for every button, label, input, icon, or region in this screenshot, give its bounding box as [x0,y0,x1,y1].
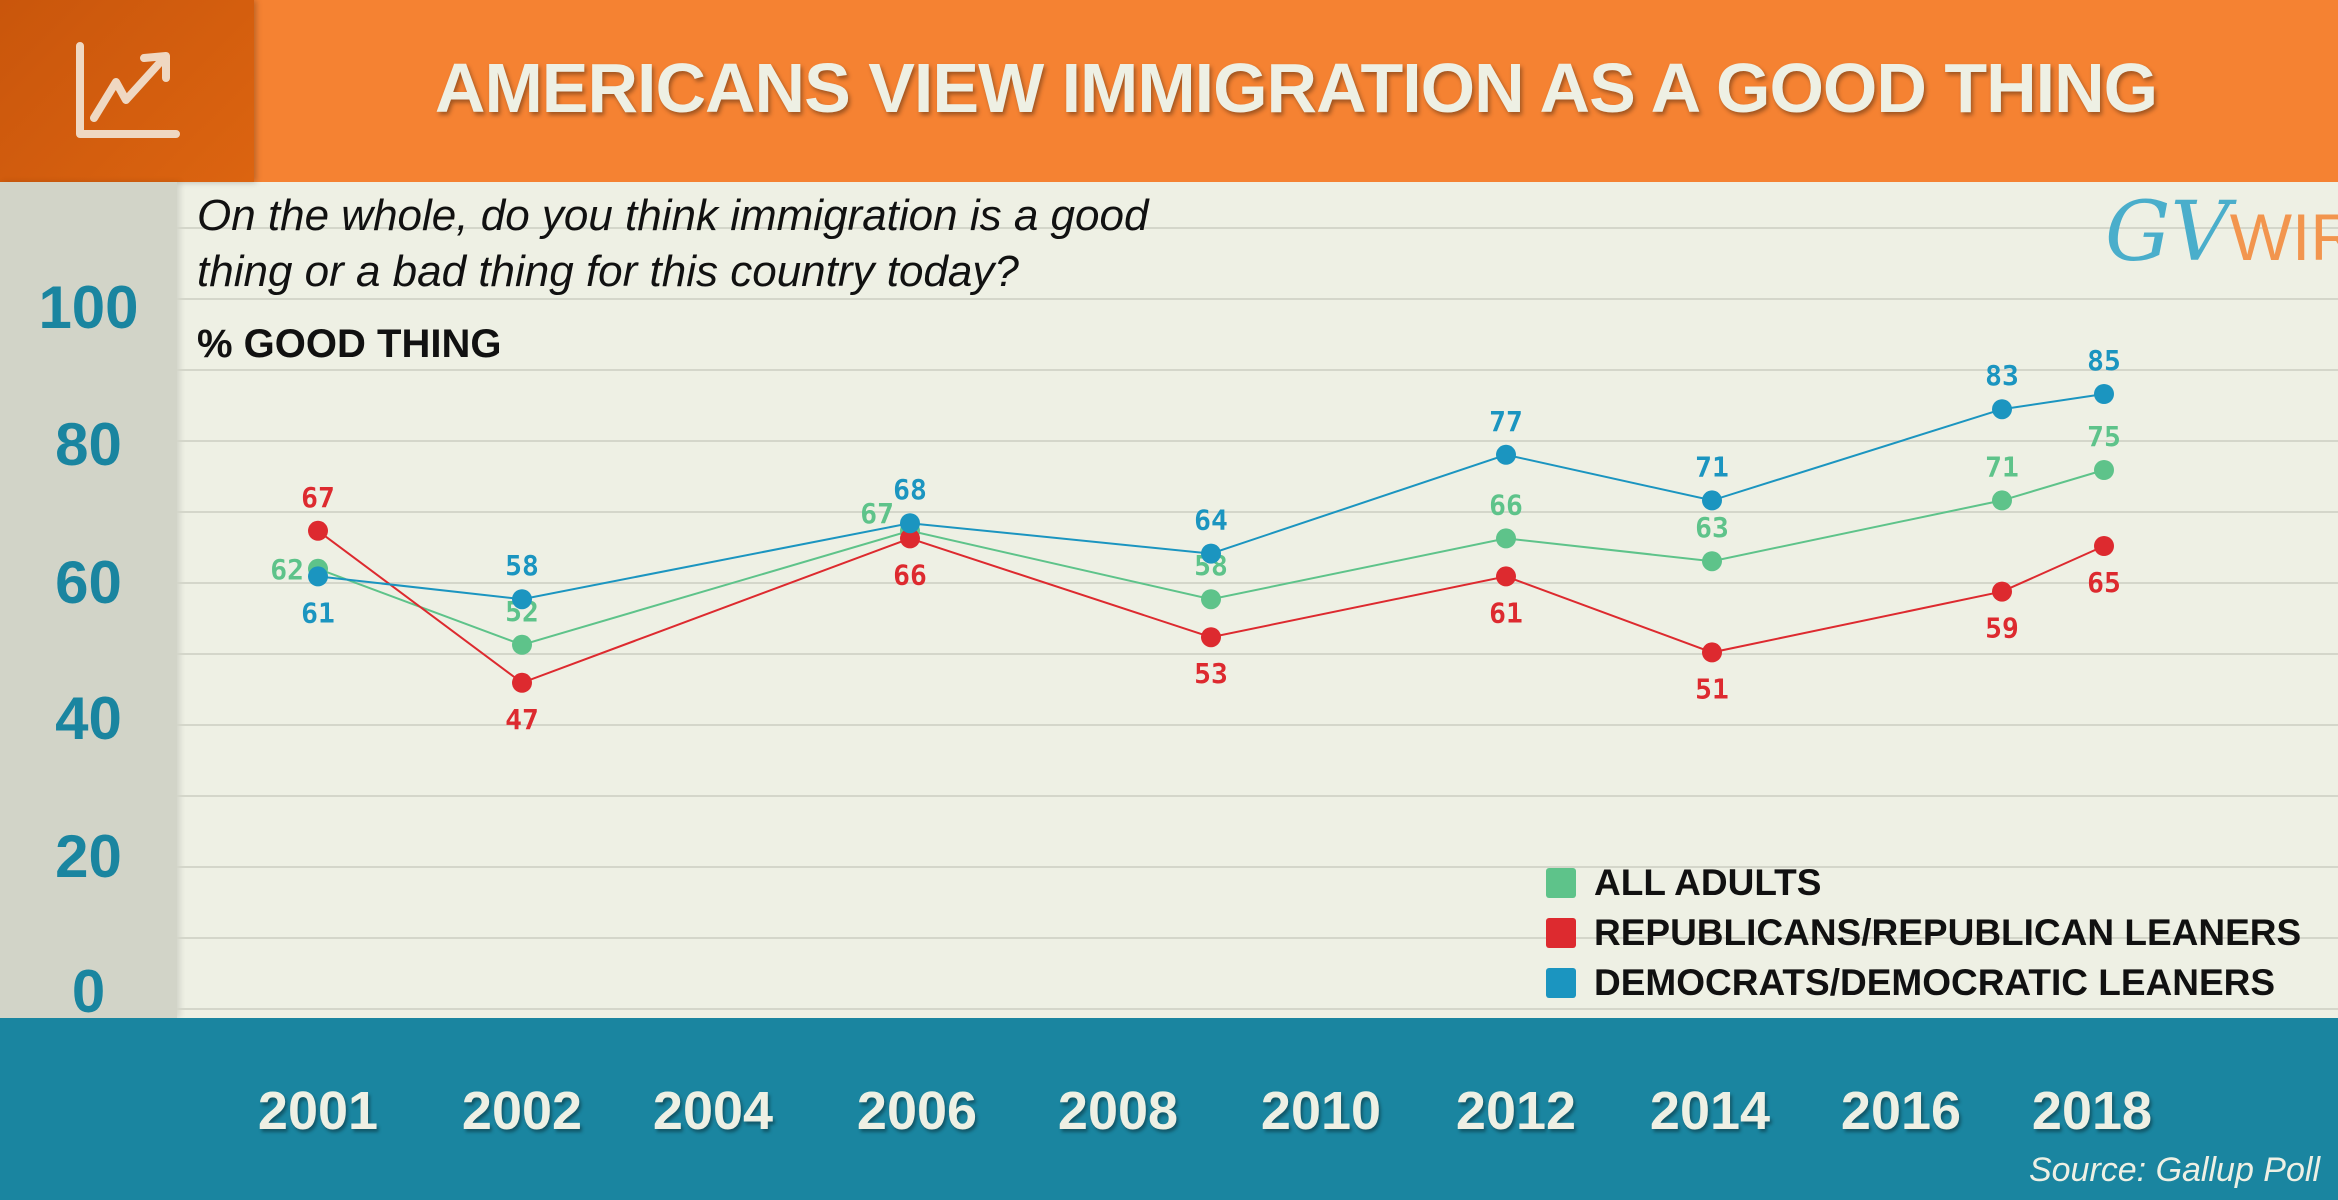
series-line [317,469,2105,646]
legend-item-republicans: REPUBLICANS/REPUBLICAN LEANERS [1546,908,2301,958]
x-tick-label: 2010 [1260,1081,1382,1141]
data-point [1496,444,1516,465]
data-point [900,528,920,549]
header-bar: AMERICANS VIEW IMMIGRATION AS A GOOD THI… [0,0,2338,182]
data-label: 61 [1489,596,1523,629]
data-point [1702,642,1722,663]
data-point [1201,543,1221,564]
data-point [1702,490,1722,511]
source-note: Source: Gallup Poll [2028,1151,2320,1189]
data-label: 51 [1695,672,1729,705]
data-label: 71 [1985,450,2019,483]
x-tick-label: 2012 [1455,1081,1577,1141]
x-tick-label: 2016 [1840,1081,1962,1141]
data-point [2094,536,2114,556]
series-line [317,529,2105,684]
x-tick-label: 2008 [1057,1081,1179,1141]
icon-box [0,0,254,182]
question-line-2: thing or a bad thing for this country to… [197,247,1019,296]
x-tick-label: 2004 [652,1081,774,1141]
data-label: 53 [1194,657,1228,690]
data-point [308,520,328,541]
x-tick-label: 2006 [856,1081,978,1141]
y-tick-label: 20 [55,823,122,890]
legend: ALL ADULTS REPUBLICANS/REPUBLICAN LEANER… [1546,858,2301,1008]
data-label: 63 [1695,511,1729,544]
x-tick-label: 2014 [1649,1081,1771,1141]
unit-label: % GOOD THING [197,322,502,366]
x-axis-band: 2001 2002 2004 2006 2008 2010 2012 2014 2016 2018… [0,1018,2338,1200]
data-label: 62 [270,553,304,586]
data-label: 59 [1985,612,2019,645]
data-label: 68 [893,473,927,506]
data-label: 67 [301,481,335,514]
data-point [1496,566,1516,587]
x-tick-label: 2001 [257,1081,379,1141]
gvwire-logo: GVWIRE [2105,185,2338,280]
data-label: 61 [301,596,335,629]
series-line [317,393,2105,601]
data-point [1702,551,1722,572]
data-point [2094,460,2114,480]
data-point [1992,581,2012,602]
data-point [1992,490,2012,511]
data-point [1201,589,1221,610]
data-label: 47 [505,703,539,736]
question-line-1: On the whole, do you think immigration i… [197,191,1149,240]
data-label: 64 [1194,504,1228,537]
legend-swatch [1546,968,1576,998]
data-point [1496,528,1516,549]
y-tick-label: 80 [55,411,122,478]
data-label: 75 [2087,420,2121,453]
chart-title: AMERICANS VIEW IMMIGRATION AS A GOOD THI… [434,49,2158,127]
x-tick-label: 2018 [2031,1081,2153,1141]
legend-swatch [1546,868,1576,898]
legend-item-democrats: DEMOCRATS/DEMOCRATIC LEANERS [1546,958,2301,1008]
x-tick-label: 2002 [461,1081,583,1141]
data-point [308,566,328,587]
data-point [1992,399,2012,420]
data-label: 66 [1489,488,1523,521]
legend-item-all-adults: ALL ADULTS [1546,858,2301,908]
y-tick-label: 60 [55,549,122,616]
data-label: 66 [893,558,927,591]
data-label: 65 [2087,566,2121,599]
legend-swatch [1546,918,1576,948]
data-label: 77 [1489,405,1523,438]
data-label: 58 [505,549,539,582]
data-label: 71 [1695,450,1729,483]
data-point [512,672,532,693]
data-label: 83 [1985,359,2019,392]
data-point [2094,384,2114,404]
data-label: 67 [860,497,894,530]
y-axis [0,182,177,1018]
survey-question: On the whole, do you think immigration i… [197,188,1148,300]
data-point [512,589,532,610]
data-point [900,513,920,534]
data-point [512,634,532,655]
data-point [1201,627,1221,648]
data-label: 85 [2087,344,2121,377]
y-tick-label: 0 [71,958,106,1025]
y-tick-label: 40 [55,685,122,752]
y-tick-label: 100 [38,274,139,341]
trending-up-chart-icon [76,42,180,138]
